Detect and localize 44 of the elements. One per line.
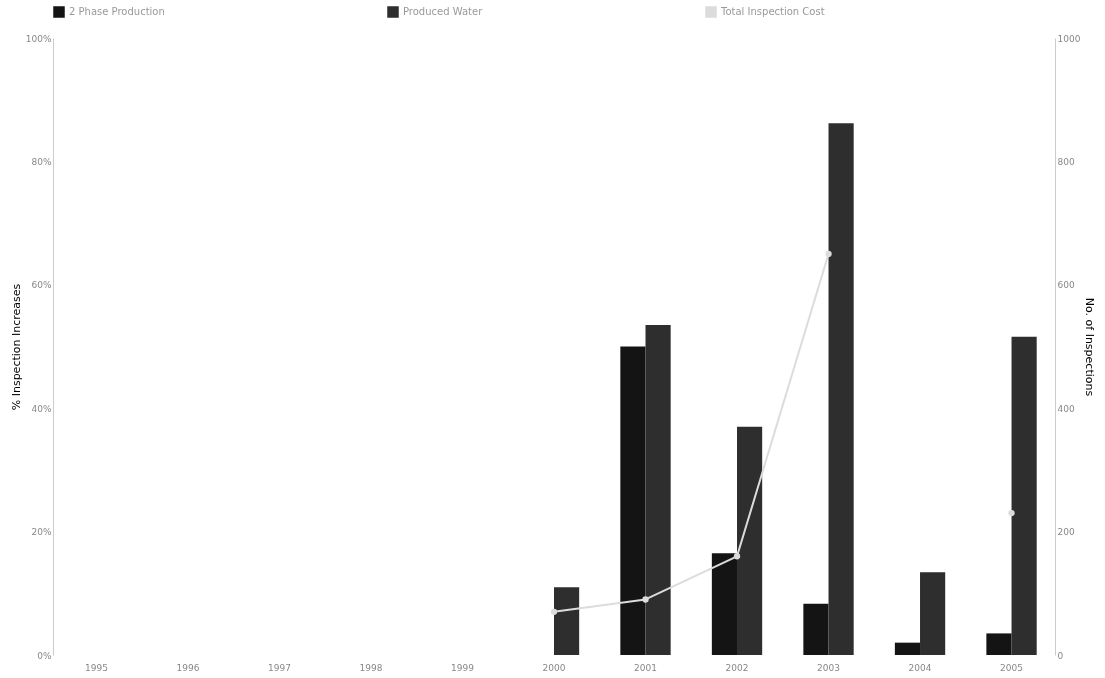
y-tick-label: 40%: [31, 403, 52, 414]
y2-tick-label: 200: [1057, 527, 1075, 538]
point: [1008, 509, 1015, 517]
bar: [986, 633, 1012, 655]
point: [825, 250, 832, 258]
x-tick-label: 2005: [1000, 662, 1023, 673]
bar: [645, 324, 671, 655]
bar: [803, 603, 829, 655]
bar: [828, 123, 854, 655]
y-tick-label: 100%: [25, 33, 52, 44]
x-tick-label: 1995: [85, 662, 108, 673]
bar: [711, 553, 738, 655]
point: [550, 608, 558, 615]
x-tick-label: 2000: [542, 662, 566, 673]
y-axis-title: % Inspection Increases: [9, 283, 23, 411]
bar: [737, 426, 763, 655]
y2-tick-label: 400: [1057, 403, 1075, 414]
bar: [920, 572, 946, 655]
point: [642, 596, 649, 603]
y-tick-label: 0%: [37, 650, 52, 661]
y2-tick-label: 0: [1057, 650, 1064, 661]
x-tick-label: 1999: [451, 662, 475, 673]
y2-tick-label: 600: [1057, 280, 1075, 291]
point: [733, 553, 741, 560]
y-tick-label: 60%: [31, 280, 52, 291]
legend-label: Total Inspection Cost: [720, 6, 825, 17]
y-tick-label: 80%: [31, 156, 52, 167]
bar: [1011, 336, 1037, 655]
legend-label: 2 Phase Production: [69, 6, 165, 17]
y2-tick-label: 800: [1057, 156, 1075, 167]
x-tick-label: 2003: [817, 662, 840, 673]
bar: [554, 587, 580, 655]
x-tick-label: 1997: [268, 662, 291, 673]
x-tick-label: 1998: [359, 662, 383, 673]
legend-label: Produced Water: [403, 6, 484, 17]
y-tick-label: 20%: [31, 527, 52, 538]
y2-tick-label: 1000: [1057, 33, 1081, 44]
x-tick-label: 2002: [725, 662, 749, 673]
bar: [620, 346, 646, 655]
x-tick-label: 2001: [634, 662, 657, 673]
x-tick-label: 2004: [908, 662, 932, 673]
x-tick-label: 1996: [176, 662, 200, 673]
y2-axis-title: No. of Inspections: [1083, 297, 1097, 397]
bar: [894, 642, 921, 655]
